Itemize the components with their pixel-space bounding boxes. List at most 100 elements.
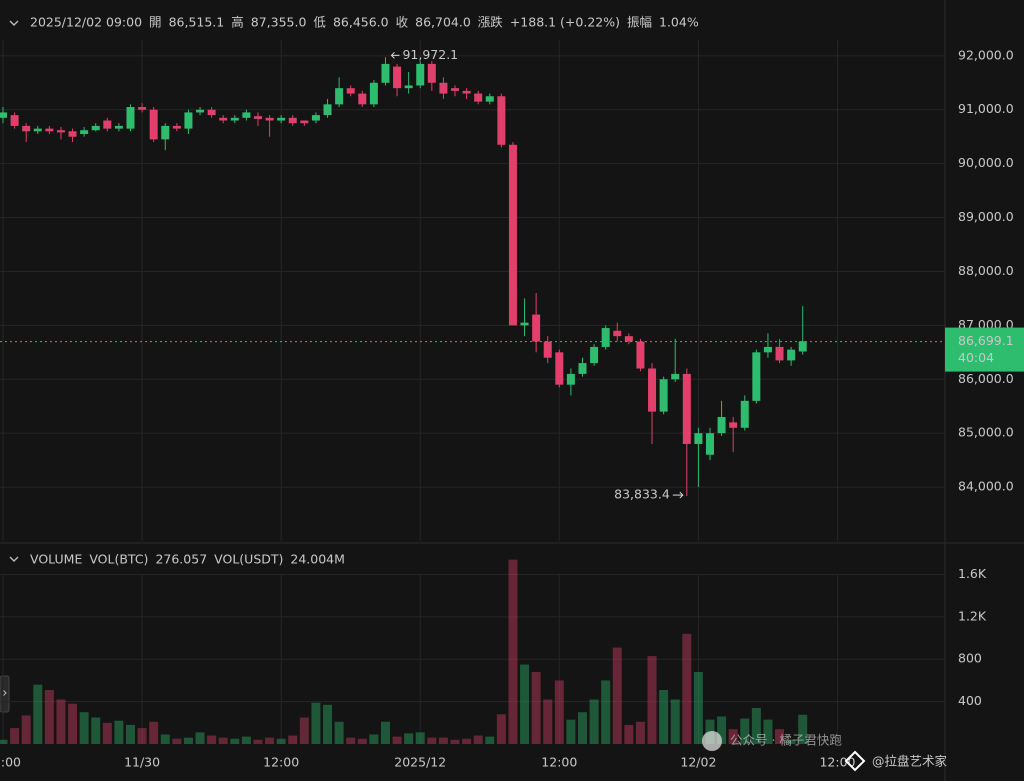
candle-body (80, 130, 89, 134)
x-tick-label: 2025/12 (394, 755, 446, 770)
x-tick-label: 12:00 (541, 755, 577, 770)
x-tick-label: 12:00 (819, 755, 855, 770)
watermark: 公众号 · 橘子君快跑 (730, 733, 842, 748)
volume-bar (357, 738, 367, 744)
volume-bar (172, 738, 182, 744)
candle-body (520, 322, 529, 326)
volume-bar (137, 728, 147, 744)
header-label: 開 (149, 15, 162, 30)
volume-bar (102, 722, 112, 744)
volume-bar (334, 721, 344, 744)
candle-body (613, 330, 622, 337)
candle-body (416, 63, 425, 86)
volume-bar (589, 699, 599, 744)
volume-bar (624, 724, 634, 744)
volume-bar (763, 719, 773, 744)
candle-body (474, 93, 483, 102)
candle-body (729, 422, 738, 428)
annotation: 83,833.4 (614, 487, 670, 502)
x-tick-label: 11/30 (124, 755, 160, 770)
candle-body (798, 341, 807, 352)
candle-body (404, 85, 413, 89)
candle-body (346, 88, 355, 94)
candle-body (172, 125, 181, 129)
candle-body (532, 314, 541, 342)
candle-body (33, 128, 42, 132)
last-price-label: 86,699.1 (958, 333, 1014, 348)
candle-body (207, 109, 216, 116)
collapse-icon[interactable] (9, 20, 19, 26)
volume-bar (508, 559, 518, 744)
volume-bar (114, 720, 124, 744)
candle-body (45, 128, 54, 132)
volume-bar (566, 719, 576, 744)
volume-bar (68, 703, 78, 744)
volume-bar (798, 714, 808, 744)
candle-body (439, 82, 448, 94)
volume-bar (218, 737, 228, 744)
candle-body (508, 144, 517, 326)
volume-bar (369, 734, 379, 744)
y-tick-label: 1.2K (958, 608, 987, 623)
volume-bar (299, 717, 309, 744)
volume-bar (276, 738, 286, 744)
candle-body (300, 120, 309, 124)
candle-body (335, 88, 344, 105)
candle-body (103, 120, 112, 129)
volume-bar (531, 671, 541, 744)
volume-bar (485, 736, 495, 744)
volume-bar (79, 712, 89, 744)
volume-bar (183, 737, 193, 744)
header-value: 86,456.0 (333, 15, 389, 30)
volume-bar (751, 707, 761, 744)
volume-bar (33, 684, 43, 744)
annotation-arrow (679, 491, 684, 499)
watermark: @拉盘艺术家 (872, 754, 948, 769)
collapse-icon[interactable] (9, 556, 19, 562)
volume-bar (601, 680, 611, 744)
volume-bar (578, 712, 587, 744)
volume-bar (740, 718, 750, 744)
candle-body (311, 115, 320, 121)
y-tick-label: 84,000.0 (958, 479, 1014, 494)
volume-bar (462, 738, 472, 744)
y-tick-label: 85,000.0 (958, 425, 1014, 440)
volume-bar (438, 737, 448, 744)
header-label: 振幅 (627, 15, 652, 30)
candle-body (648, 368, 657, 412)
candle-body (717, 417, 726, 434)
volume-legend-value: 276.057 (155, 552, 207, 567)
header-time: 2025/12/02 09:00 (30, 15, 142, 30)
x-tick-label: 12/02 (680, 755, 716, 770)
candle-body (0, 112, 7, 118)
volume-bar (380, 721, 390, 744)
header-value: 86,704.0 (415, 15, 471, 30)
volume-bar (635, 721, 645, 744)
candle-body (358, 93, 367, 105)
volume-legend-value: 24.004M (290, 552, 345, 567)
candle-body (485, 96, 494, 102)
volume-bar (693, 671, 703, 744)
volume-bar (207, 735, 217, 744)
volume-bar (21, 715, 31, 744)
volume-bar (786, 739, 796, 744)
volume-bar (288, 735, 298, 744)
volume-bar (427, 737, 437, 744)
candle-body (590, 346, 599, 364)
volume-bar (775, 729, 785, 744)
y-tick-label: 88,000.0 (958, 263, 1014, 278)
candle-body (56, 130, 65, 133)
volume-bar (670, 699, 680, 744)
candle-body (22, 125, 31, 132)
volume-bar (10, 728, 20, 744)
volume-bar (415, 732, 425, 744)
x-tick-label: 12:00 (0, 755, 21, 770)
y-tick-label: 86,000.0 (958, 371, 1014, 386)
volume-bar (659, 689, 669, 744)
annotation-arrow (390, 51, 395, 59)
candle-body (242, 112, 251, 118)
header-value: 86,515.1 (169, 15, 225, 30)
volume-bar (717, 716, 727, 744)
